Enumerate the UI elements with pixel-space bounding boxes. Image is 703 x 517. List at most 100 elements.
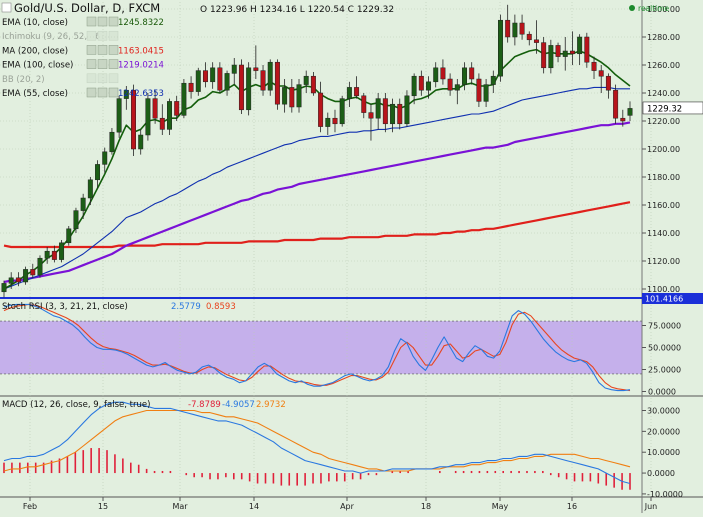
close-icon[interactable] (108, 59, 119, 69)
settings-icon[interactable] (97, 45, 108, 55)
candle-body (368, 112, 374, 119)
close-icon[interactable] (108, 73, 119, 84)
candle-body (303, 75, 309, 85)
y-tick-label: 1200.00 (647, 145, 680, 154)
candle-body (224, 73, 230, 91)
candle-body (44, 250, 50, 259)
candle (368, 104, 374, 141)
eye-icon[interactable] (86, 73, 97, 84)
close-icon[interactable] (108, 16, 119, 27)
candle-body (1, 283, 7, 293)
settings-icon[interactable] (97, 16, 108, 27)
candle (217, 62, 223, 93)
candle (454, 79, 460, 105)
candle-body (584, 36, 590, 63)
candle-body (440, 67, 446, 80)
indicator-legend-row[interactable]: EMA (100, close) 1219.0214 (2, 59, 164, 71)
stoch-d-line (3, 303, 631, 392)
candle (188, 76, 194, 99)
realtime-indicator-icon (629, 5, 635, 11)
y-tick-label: 25.0000 (648, 365, 681, 374)
candle (51, 245, 57, 263)
stoch-legend[interactable]: Stoch RSI (3, 3, 21, 21, close) 2.5779 0.8… (2, 302, 236, 312)
candle-body (462, 67, 467, 85)
candle (404, 90, 410, 127)
candle (145, 93, 151, 141)
macd-value: -4.9057 (222, 400, 255, 410)
candle (562, 37, 568, 71)
settings-icon[interactable] (97, 30, 108, 41)
y-tick-label: 0.0000 (647, 469, 675, 478)
y-tick-label: 50.0000 (648, 344, 681, 353)
candle (181, 79, 187, 119)
candle-body (519, 22, 525, 35)
eye-icon[interactable] (86, 87, 97, 98)
candle-body (339, 98, 345, 125)
stoch-level-marker (642, 293, 703, 304)
indicator-legend-row[interactable]: Ichimoku (9, 26, 52, 26) (2, 30, 119, 42)
settings-icon[interactable] (97, 87, 108, 98)
close-icon[interactable] (108, 30, 119, 41)
y-tick-label: 1180.00 (647, 173, 680, 182)
candle (296, 79, 302, 113)
candle (541, 37, 547, 74)
candle-body (282, 87, 288, 105)
candle (519, 14, 525, 40)
eye-icon[interactable] (86, 45, 97, 55)
eye-icon[interactable] (86, 16, 97, 27)
candle-body (498, 19, 503, 77)
candle-body (80, 197, 86, 211)
x-tick-label: 14 (249, 502, 259, 511)
eye-icon[interactable] (86, 59, 97, 69)
candle (210, 62, 216, 89)
candle (483, 79, 489, 107)
indicator-legend-row[interactable]: BB (20, 2) (2, 73, 119, 85)
candle (231, 58, 237, 85)
close-icon[interactable] (108, 87, 119, 98)
candle (505, 4, 511, 43)
candle (627, 101, 633, 121)
close-icon[interactable] (108, 45, 119, 55)
x-tick-label: Feb (23, 502, 37, 511)
settings-icon[interactable] (97, 59, 108, 69)
candle (238, 59, 244, 114)
candle-body (238, 64, 244, 111)
candle (325, 112, 331, 135)
macd-legend[interactable]: MACD (12, 26, close, 9, false, true) -7.8… (2, 400, 286, 410)
candle-body (181, 82, 187, 116)
candle (447, 73, 453, 96)
indicator-name: MA (200, close) (2, 46, 68, 56)
candle (476, 73, 482, 107)
candle (274, 59, 280, 110)
y-tick-label: 30.0000 (647, 407, 680, 416)
indicator-legend-row[interactable]: MA (200, close) 1163.0415 (2, 45, 164, 56)
candle-body (217, 67, 223, 91)
candle-body (310, 75, 316, 94)
candle (73, 207, 79, 233)
candle (318, 81, 324, 133)
candle-body (404, 95, 410, 125)
candle (548, 39, 554, 74)
indicator-legend-row[interactable]: EMA (55, close) 1242.6353 (2, 87, 164, 99)
candle-body (51, 250, 57, 260)
candle-body (382, 98, 388, 125)
symbol-toggle-icon[interactable] (1, 2, 12, 13)
settings-icon[interactable] (97, 73, 108, 84)
macd-signal-value: 2.9732 (256, 400, 286, 410)
candle-body (116, 98, 122, 133)
candle (202, 62, 208, 88)
candle (426, 76, 432, 99)
candle-body (195, 70, 201, 92)
indicator-legend-row[interactable]: EMA (10, close) 1245.8322 (2, 16, 164, 28)
candle (260, 65, 266, 96)
eye-icon[interactable] (86, 30, 97, 41)
candle-body (231, 64, 237, 74)
indicator-value: 1245.8322 (118, 18, 164, 28)
candle (498, 14, 503, 82)
candle-body (411, 75, 417, 97)
candle-body (397, 103, 403, 125)
candle-body (8, 277, 14, 284)
candle-body (23, 269, 29, 283)
